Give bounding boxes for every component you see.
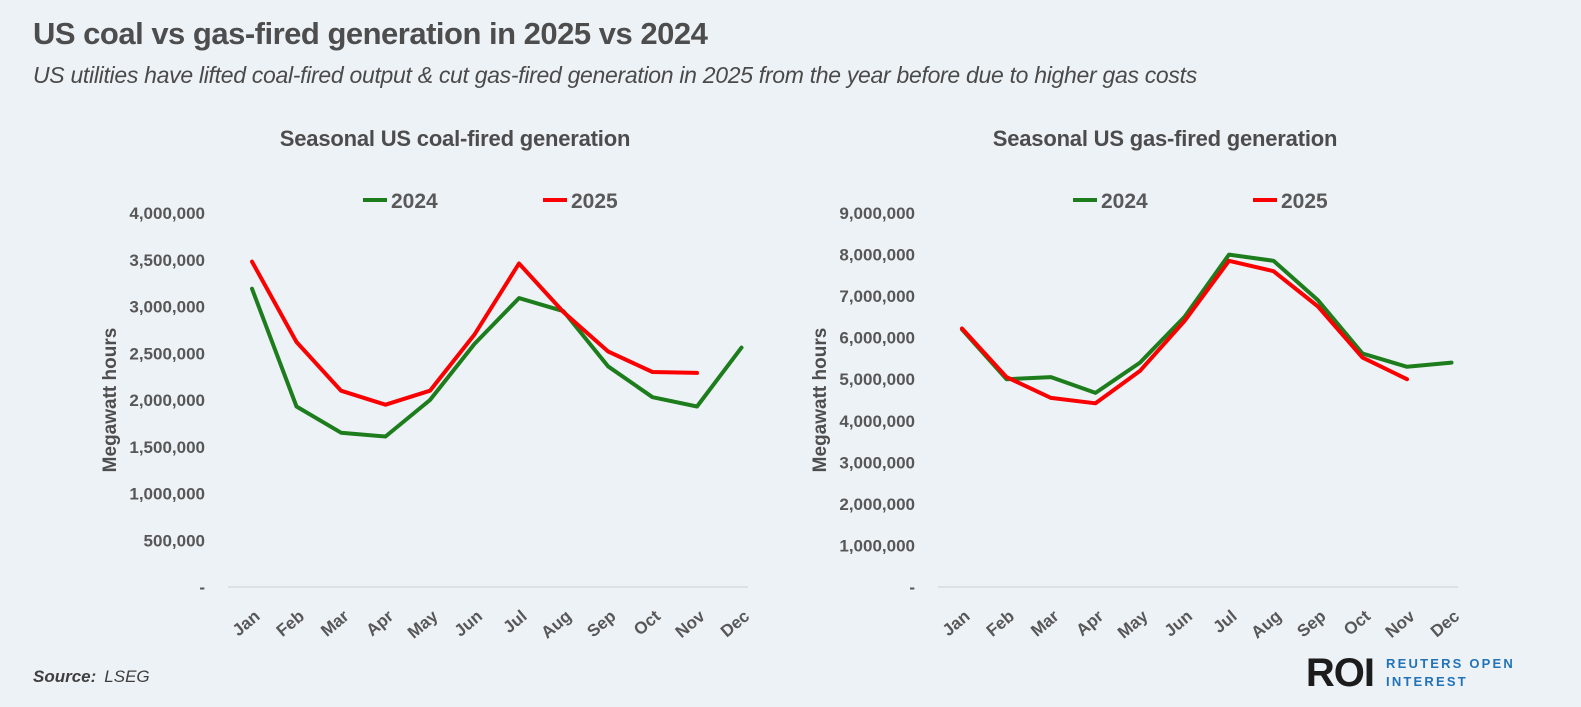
legend-label-2024: 2024: [1101, 190, 1148, 213]
y-axis-tick-label: 3,000,000: [839, 453, 915, 472]
x-axis-tick-label: Apr: [1072, 606, 1107, 640]
series-line-2024: [250, 286, 744, 439]
x-axis-tick-label: Nov: [672, 606, 709, 642]
y-axis-title: Megawatt hours: [100, 328, 121, 473]
source-label: Source:: [33, 667, 97, 686]
y-axis-tick-label: 7,000,000: [839, 287, 915, 306]
series-line-2025: [960, 258, 1409, 406]
gas-chart-canvas: 9,000,000 8,000,000 7,000,000 6,000,000 5,00…: [810, 190, 1463, 643]
y-axis-tick-label: 2,500,000: [129, 344, 205, 363]
x-axis-tick-label: Dec: [1427, 607, 1463, 642]
x-axis-tick-label: Feb: [273, 607, 308, 641]
y-axis-tick-label: 6,000,000: [839, 329, 915, 348]
gas-chart-title: Seasonal US gas-fired generation: [992, 126, 1338, 151]
source-value: LSEG: [104, 667, 150, 686]
x-axis-tick-label: Jun: [1161, 607, 1196, 641]
x-axis-tick-label: Jun: [451, 607, 486, 641]
y-axis-tick-label: 2,000,000: [129, 391, 205, 410]
x-axis-tick-label: Aug: [1248, 607, 1286, 643]
y-axis-tick-label: 500,000: [144, 531, 205, 550]
header: US coal vs gas-fired generation in 2025 …: [0, 0, 1581, 89]
coal-chart-canvas: 4,000,000 3,500,000 3,000,000 2,500,000 2,00…: [100, 190, 753, 643]
y-axis-tick-label: -: [199, 578, 205, 597]
y-axis-tick-label: 3,500,000: [129, 251, 205, 270]
y-axis-tick-label: 3,000,000: [129, 298, 205, 317]
page-title: US coal vs gas-fired generation in 2025 …: [33, 16, 708, 51]
y-axis-tick-label: 8,000,000: [839, 246, 915, 265]
y-axis-tick-label: 1,000,000: [839, 536, 915, 555]
x-axis-tick-label: Sep: [583, 607, 619, 642]
gas-chart: Seasonal US gas-fired generation 9,000,0…: [770, 112, 1480, 652]
x-axis-tick-label: Aug: [538, 607, 576, 643]
x-axis-tick-label: May: [404, 606, 442, 642]
coal-chart: Seasonal US coal-fired generation 4,000,…: [60, 112, 770, 652]
series-line-2024: [960, 252, 1454, 395]
x-axis-tick-label: Nov: [1382, 606, 1419, 642]
roi-logo: ROI REUTERS OPEN INTEREST: [1306, 653, 1515, 693]
series-line-2025: [250, 259, 699, 407]
y-axis-tick-label: 2,000,000: [839, 495, 915, 514]
source-note: Source: LSEG: [33, 667, 150, 687]
x-axis-tick-label: Oct: [1340, 606, 1374, 639]
y-axis-tick-label: 4,000,000: [839, 412, 915, 431]
x-axis-tick-label: May: [1114, 606, 1152, 642]
coal-chart-title: Seasonal US coal-fired generation: [279, 126, 631, 151]
y-axis-tick-label: 9,000,000: [839, 204, 915, 223]
y-axis-tick-label: 4,000,000: [129, 204, 205, 223]
roi-logo-line2: INTEREST: [1386, 674, 1468, 689]
legend-label-2025: 2025: [1281, 190, 1328, 213]
y-axis-tick-label: -: [909, 578, 915, 597]
page-subtitle: US utilities have lifted coal-fired outp…: [33, 62, 1197, 88]
x-axis-tick-label: Mar: [1027, 606, 1063, 640]
x-axis-tick-label: Jul: [1210, 607, 1241, 637]
x-axis-tick-label: Jan: [939, 607, 974, 640]
x-axis-tick-label: Mar: [317, 606, 353, 640]
roi-logo-line1: REUTERS OPEN: [1386, 656, 1515, 672]
x-axis-tick-label: Jul: [500, 607, 531, 637]
x-axis-tick-label: Apr: [362, 606, 397, 640]
x-axis-tick-label: Feb: [983, 607, 1018, 641]
y-axis-tick-label: 1,000,000: [129, 485, 205, 504]
roi-logo-abbr: ROI: [1305, 651, 1375, 695]
x-axis-tick-label: Sep: [1293, 607, 1329, 642]
y-axis-tick-label: 5,000,000: [839, 370, 915, 389]
y-axis-title: Megawatt hours: [810, 328, 831, 473]
legend-label-2024: 2024: [391, 190, 438, 213]
x-axis-tick-label: Dec: [717, 607, 753, 642]
roi-logo-text: REUTERS OPEN INTEREST: [1386, 655, 1515, 690]
x-axis-tick-label: Oct: [630, 606, 664, 639]
legend-label-2025: 2025: [571, 190, 618, 213]
x-axis-tick-label: Jan: [229, 607, 264, 640]
y-axis-tick-label: 1,500,000: [129, 438, 205, 457]
charts-container: Seasonal US coal-fired generation 4,000,…: [60, 112, 1480, 652]
